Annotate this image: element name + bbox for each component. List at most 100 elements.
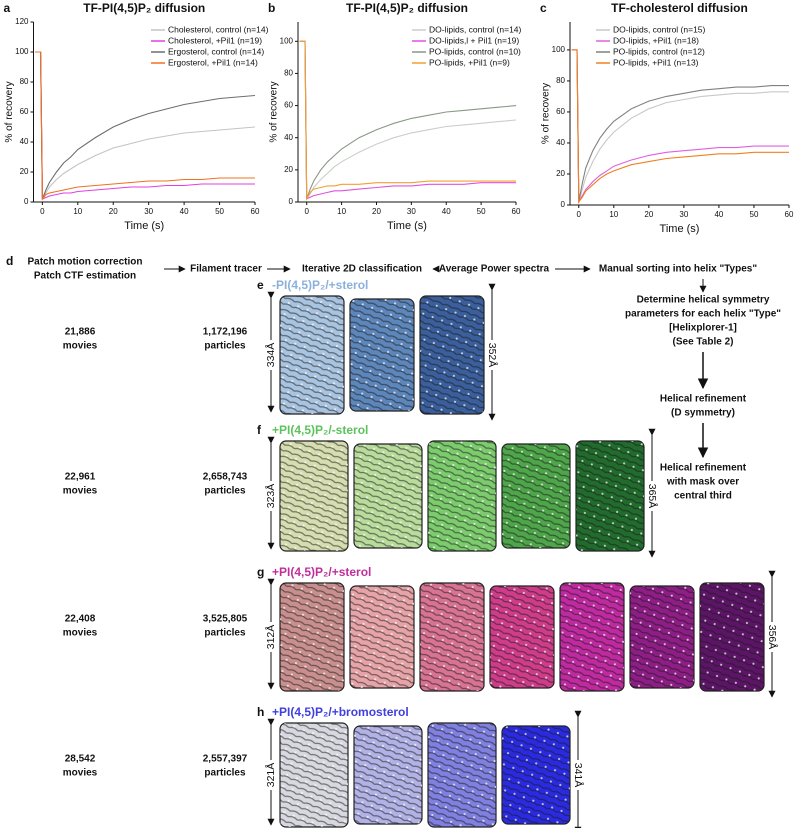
x-tick-label: 10 — [73, 207, 82, 216]
y-axis-label: % of recovery — [541, 83, 552, 144]
count-label: 22,408 — [65, 614, 96, 625]
series-line — [571, 49, 789, 204]
panel-letter: c — [540, 1, 547, 15]
texture — [350, 586, 414, 688]
x-tick-label: 20 — [109, 207, 118, 216]
series-line — [571, 49, 789, 204]
count-label: 2,557,397 — [203, 754, 248, 765]
series-line — [35, 51, 255, 200]
panel-letter: g — [257, 565, 264, 579]
texture — [560, 583, 624, 691]
texture — [576, 441, 644, 551]
dimension-label: 356Å — [766, 625, 779, 650]
dimension-label: 312Å — [264, 625, 277, 650]
x-tick-label: 0 — [304, 207, 309, 216]
step-label: Patch CTF estimation — [34, 271, 136, 282]
y-tick-label: 80 — [556, 76, 565, 85]
step-label: with mask over — [666, 477, 739, 488]
series-line — [571, 49, 789, 203]
series-line — [35, 51, 255, 201]
y-tick-label: 80 — [20, 77, 29, 86]
dimension-bg — [486, 340, 498, 370]
y-tick-label: 60 — [556, 107, 565, 116]
count-label: movies — [63, 768, 98, 779]
count-label: particles — [204, 628, 246, 639]
panel-letter: b — [268, 1, 275, 15]
texture — [420, 296, 484, 414]
texture — [354, 726, 422, 824]
y-tick-label: 20 — [284, 165, 293, 174]
x-tick-label: 0 — [577, 210, 582, 219]
x-tick-label: 60 — [512, 207, 521, 216]
x-tick-label: 40 — [714, 210, 723, 219]
panel-letter: d — [6, 254, 13, 268]
count-label: 1,172,196 — [203, 327, 248, 338]
dimension-label: 334Å — [264, 343, 277, 368]
count-label: 3,525,805 — [203, 614, 248, 625]
y-tick-label: 20 — [20, 167, 29, 176]
step-label: Patch motion correction — [27, 257, 142, 268]
y-tick-label: 20 — [556, 169, 565, 178]
dimension-bg — [265, 622, 277, 652]
y-tick-label: 60 — [284, 101, 293, 110]
dimension-bg — [265, 760, 277, 790]
row-label: +PI(4,5)P₂/-sterol — [272, 423, 368, 437]
x-tick-label: 50 — [477, 207, 486, 216]
legend-label: Ergosterol, control (n=14) — [168, 46, 264, 56]
x-tick-label: 20 — [644, 210, 653, 219]
dimension-bg — [265, 340, 277, 370]
count-label: movies — [63, 341, 98, 352]
step-label: Helical refinement — [660, 463, 747, 474]
count-label: particles — [204, 768, 246, 779]
step-label: (D symmetry) — [671, 408, 735, 419]
y-axis-label: % of recovery — [269, 81, 280, 142]
series-line — [299, 40, 516, 201]
dimension-bg — [265, 481, 277, 511]
x-tick-label: 50 — [215, 207, 224, 216]
row-label: +PI(4,5)P₂/+bromosterol — [272, 705, 409, 719]
count-label: 28,542 — [65, 754, 96, 765]
step-label: Iterative 2D classification — [302, 264, 422, 275]
texture — [280, 583, 344, 691]
x-tick-label: 10 — [609, 210, 618, 219]
x-tick-label: 40 — [442, 207, 451, 216]
texture — [502, 444, 570, 548]
texture — [490, 586, 554, 688]
dimension-label: 352Å — [486, 343, 499, 368]
legend-label: PO-lipids, control (n=12) — [613, 46, 705, 56]
panel-letter: h — [257, 705, 264, 719]
texture — [700, 583, 764, 691]
texture — [280, 441, 348, 551]
series-line — [35, 51, 256, 201]
panel-letter: e — [257, 278, 264, 292]
x-tick-label: 0 — [40, 207, 45, 216]
y-tick-label: 0 — [561, 200, 566, 209]
x-tick-label: 20 — [372, 207, 381, 216]
y-tick-label: 100 — [15, 47, 29, 56]
count-label: movies — [63, 628, 98, 639]
legend-label: Ergosterol, +Pil1 (n=14) — [168, 57, 258, 67]
legend-label: PO-lipids, +Pil1 (n=9) — [429, 57, 510, 67]
texture — [502, 726, 570, 824]
panel-letter: a — [4, 1, 11, 15]
texture — [280, 296, 344, 414]
step-label: Determine helical symmetry — [637, 295, 770, 306]
series-line — [35, 51, 256, 200]
count-label: 22,961 — [65, 472, 96, 483]
y-tick-label: 60 — [20, 107, 29, 116]
count-label: 21,886 — [65, 327, 96, 338]
chart-title: TF-PI(4,5)P₂ diffusion — [83, 1, 205, 15]
x-axis-label: Time (s) — [124, 220, 164, 232]
x-tick-label: 60 — [251, 207, 260, 216]
count-label: particles — [204, 486, 246, 497]
legend-label: DO-lipids, control (n=15) — [613, 24, 706, 34]
legend-label: DO-lipids,l + Pil1 (n=19) — [429, 35, 519, 45]
texture — [428, 441, 496, 551]
x-tick-label: 30 — [144, 207, 153, 216]
step-label: parameters for each helix "Type" — [625, 309, 781, 320]
dimension-bg — [766, 622, 778, 652]
dimension-label: 341Å — [572, 763, 585, 788]
dimension-label: 365Å — [646, 484, 659, 509]
